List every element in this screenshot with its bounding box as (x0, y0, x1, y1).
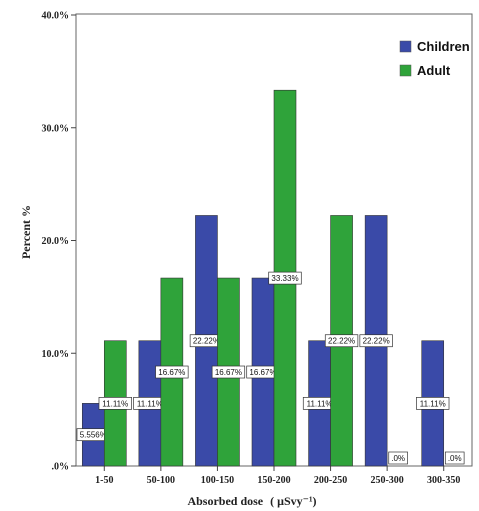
x-axis-label: Absorbed dose ( μSvy⁻¹) (187, 494, 316, 508)
data-label-adult: 22.22% (328, 337, 355, 346)
data-label-children: 11.11% (420, 399, 446, 408)
data-label-box (211, 365, 246, 379)
data-label-adult: 33.33% (271, 274, 298, 283)
y-tick-label: 30.0% (42, 123, 70, 134)
legend-swatch-adult (399, 64, 412, 77)
data-label-adult: 16.67% (158, 368, 185, 377)
data-label-children: 22.22% (193, 337, 220, 346)
data-label-children: 11.11% (137, 399, 163, 408)
y-tick-label: 40.0% (42, 11, 70, 22)
data-label-adult: 16.67% (215, 368, 242, 377)
data-label-box (324, 334, 359, 348)
x-tick-label: 150-200 (257, 475, 290, 486)
data-label-box (268, 271, 302, 285)
x-tick-label: 250-300 (370, 475, 403, 486)
plot-area: .0% 10.0% 20.0% 30.0% 40.0% 1-50 5.556% 11.11% 5… (42, 11, 473, 486)
x-tick-label: 1-50 (95, 475, 113, 486)
legend-swatch-children (399, 40, 412, 53)
legend: Children Adult (388, 29, 470, 85)
y-tick-label: 10.0% (42, 349, 70, 360)
x-tick-label: 200-250 (314, 475, 347, 486)
data-label-children: 22.22% (363, 337, 390, 346)
x-tick-label: 300-350 (427, 475, 460, 486)
x-axis-label-unit: ( μSvy⁻¹) (270, 494, 316, 508)
data-label-box (155, 365, 189, 379)
data-label-adult: 11.11% (102, 399, 128, 408)
legend-label-adult: Adult (417, 63, 451, 78)
data-label-box (98, 397, 132, 410)
y-tick-label: .0% (52, 462, 70, 473)
data-label-children: 11.11% (307, 399, 333, 408)
x-tick-label: 100-150 (201, 475, 234, 486)
y-axis-label: Percent % (19, 205, 33, 259)
data-label-box (359, 334, 393, 348)
data-label-box (444, 451, 465, 465)
data-label-children: 5.556% (80, 431, 107, 440)
data-label-adult: .0% (391, 454, 405, 463)
x-axis-label-text: Absorbed dose (187, 494, 263, 508)
data-label-children: 16.67% (249, 368, 276, 377)
y-tick-label: 20.0% (42, 236, 70, 247)
data-label-box (388, 451, 408, 465)
data-label-box (416, 397, 450, 410)
data-label-adult: .0% (448, 454, 462, 463)
x-tick-label: 50-100 (147, 475, 175, 486)
legend-label-children: Children (417, 39, 470, 54)
